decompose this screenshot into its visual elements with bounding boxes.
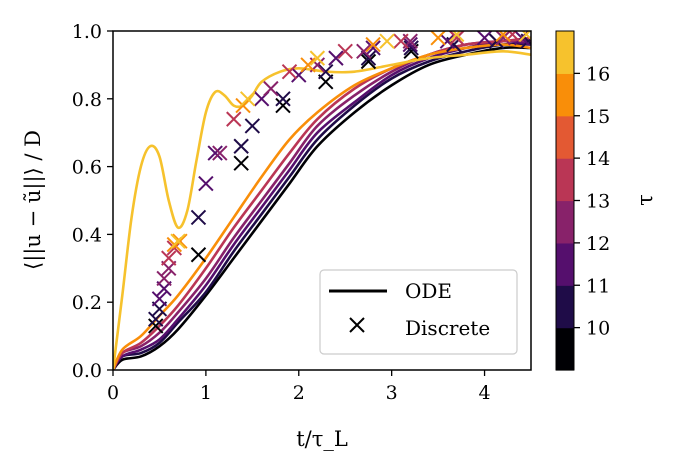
- discrete-marker-tau-14: [393, 33, 409, 49]
- discrete-marker-tau-14: [337, 43, 353, 60]
- ode-line-tau-12: [113, 39, 531, 370]
- ode-lines-group: [113, 36, 531, 370]
- discrete-marker-tau-10: [360, 53, 377, 70]
- discrete-marker-tau-12: [198, 175, 214, 192]
- discrete-marker-tau-15: [172, 233, 188, 249]
- plot-area: 0 1 2 3 4 0.0 0.2 0.4 0.6 0.8 1.0: [72, 21, 532, 404]
- colorbar-tick-label: 11: [586, 275, 610, 297]
- discrete-marker-tau-10: [233, 155, 249, 171]
- colorbar-band: [556, 285, 574, 329]
- discrete-marker-tau-16: [448, 31, 465, 43]
- legend: ODE Discrete: [319, 269, 518, 355]
- colorbar-tick-label: 12: [586, 233, 610, 255]
- discrete-marker-tau-15: [300, 57, 316, 73]
- plot-frame: [112, 30, 532, 371]
- x-axis-label: t/τ_L: [296, 427, 348, 451]
- discrete-marker-tau-11: [318, 63, 334, 80]
- discrete-marker-tau-15: [430, 31, 446, 46]
- discrete-marker-tau-16: [379, 33, 395, 49]
- colorbar-band: [556, 327, 574, 371]
- discrete-marker-tau-13: [263, 80, 279, 97]
- colorbar-tick-label: 15: [586, 106, 610, 128]
- discrete-marker-tau-10: [190, 247, 207, 263]
- colorbar-tick-label: 13: [586, 191, 610, 213]
- discrete-marker-tau-12: [151, 291, 168, 307]
- discrete-marker-tau-12: [328, 50, 344, 66]
- discrete-marker-tau-12: [365, 40, 381, 56]
- y-tick-label: 0.0: [72, 360, 102, 382]
- x-tick-label: 4: [479, 382, 491, 404]
- colorbar-ticks: 10 11 12 13 14 15 16: [574, 63, 610, 340]
- discrete-marker-tau-15: [365, 36, 381, 53]
- discrete-marker-tau-12: [402, 36, 418, 53]
- discrete-marker-tau-10: [275, 97, 291, 114]
- discrete-marker-tau-11: [360, 50, 377, 66]
- colorbar: 10 11 12 13 14 15 16 τ: [555, 30, 657, 371]
- discrete-marker-tau-16: [239, 91, 256, 107]
- y-axis-ticks: 0.0 0.2 0.4 0.6 0.8 1.0: [72, 21, 113, 382]
- colorbar-band: [556, 115, 574, 159]
- y-tick-label: 0.8: [72, 89, 102, 111]
- discrete-marker-tau-11: [190, 209, 207, 226]
- discrete-marker-tau-16: [309, 50, 326, 66]
- legend-ode-label: ODE: [405, 279, 452, 303]
- y-tick-label: 1.0: [72, 21, 102, 43]
- x-tick-label: 1: [200, 382, 212, 404]
- discrete-marker-tau-11: [148, 311, 164, 327]
- x-tick-label: 2: [293, 382, 305, 404]
- colorbar-band: [556, 73, 574, 117]
- y-axis-label: ⟨||u − ũ||⟩ / D: [21, 130, 46, 270]
- discrete-marker-tau-14: [161, 250, 177, 266]
- discrete-marker-tau-14: [448, 31, 465, 46]
- discrete-marker-tau-15: [495, 31, 511, 43]
- discrete-marker-tau-16: [170, 233, 186, 249]
- ode-line-tau-10: [113, 46, 531, 370]
- discrete-marker-tau-11: [275, 91, 291, 107]
- discrete-marker-tau-13: [212, 145, 228, 161]
- discrete-marker-tau-16: [518, 31, 531, 43]
- colorbar-tick-label: 14: [586, 148, 610, 170]
- x-axis-ticks: 0 1 2 3 4: [107, 370, 491, 404]
- discrete-markers-group: [148, 31, 531, 334]
- discrete-marker-tau-13: [356, 43, 372, 60]
- discrete-marker-tau-15: [235, 97, 251, 114]
- ode-line-tau-16: [113, 50, 531, 370]
- colorbar-tick-label: 10: [586, 318, 610, 340]
- colorbar-band: [556, 242, 574, 286]
- x-tick-label: 0: [107, 382, 119, 404]
- ode-line-tau-14: [113, 36, 531, 370]
- colorbar-bands: [556, 31, 574, 371]
- discrete-marker-tau-13: [495, 31, 511, 46]
- colorbar-band: [556, 31, 574, 74]
- discrete-marker-tau-14: [281, 63, 298, 80]
- colorbar-tick-label: 16: [586, 63, 610, 85]
- y-tick-label: 0.2: [72, 292, 102, 314]
- discrete-marker-tau-11: [403, 40, 419, 56]
- discrete-marker-tau-12: [439, 33, 456, 49]
- discrete-marker-tau-12: [207, 145, 223, 161]
- y-tick-label: 0.6: [72, 157, 102, 179]
- colorbar-band: [556, 158, 574, 202]
- discrete-marker-tau-14: [226, 111, 242, 127]
- discrete-marker-tau-13: [156, 270, 172, 287]
- discrete-marker-tau-10: [148, 318, 164, 334]
- colorbar-band: [556, 200, 574, 244]
- legend-discrete-x-icon: [349, 317, 365, 333]
- discrete-marker-tau-11: [233, 138, 249, 154]
- colorbar-label: τ: [633, 194, 657, 206]
- discrete-marker-tau-12: [476, 31, 493, 46]
- discrete-marker-tau-11: [244, 118, 261, 134]
- legend-discrete-label: Discrete: [405, 316, 490, 340]
- y-tick-label: 0.4: [72, 224, 102, 246]
- x-tick-label: 3: [386, 382, 398, 404]
